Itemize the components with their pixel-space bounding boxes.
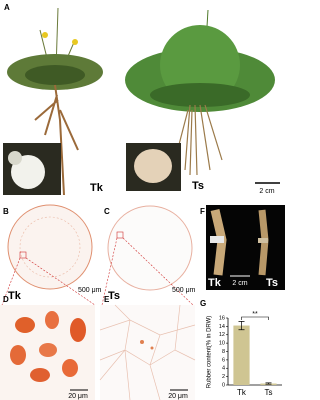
- sample-label: Ts: [266, 277, 278, 289]
- y-tick-label: 10: [219, 341, 225, 347]
- panel-f: F Tk 2 cm Ts: [200, 205, 285, 290]
- micrograph: [100, 305, 195, 400]
- y-tick-label: 14: [219, 324, 225, 330]
- flower: [42, 32, 48, 38]
- laticifer: [30, 368, 50, 382]
- root-break: [210, 236, 224, 243]
- rosette: [150, 83, 250, 107]
- y-axis-label: Rubber content(% in DRW): [207, 316, 213, 389]
- scale-label: 2 cm: [232, 280, 247, 287]
- y-tick-label: 16: [219, 315, 225, 321]
- panels-bc: B Tk 500 μm C Ts 500 μm: [1, 204, 196, 306]
- x-tick-label: Tk: [237, 388, 247, 397]
- laticifer: [39, 343, 57, 357]
- panel-g: G Rubber content(% in DRW) 0 2 4 6 8 10 12 14 16…: [200, 299, 282, 397]
- laticifer: [70, 318, 86, 342]
- root-section: [134, 149, 172, 183]
- sample-label: Tk: [8, 290, 22, 302]
- root: [174, 104, 223, 176]
- y-tick-label: 6: [222, 357, 225, 363]
- significance-label: **: [252, 311, 258, 318]
- zoom-box: [116, 231, 124, 239]
- cross-section: [7, 204, 93, 290]
- cell-walls: [99, 304, 196, 400]
- y-tick-label: 0: [222, 382, 225, 388]
- laticifer: [10, 345, 26, 365]
- zoom-box: [19, 251, 27, 259]
- sample-label: Tk: [90, 182, 104, 194]
- cross-section: [107, 205, 193, 291]
- figure: A Tk Ts 2 cm B Tk 500 μm C Ts 500 μm D 2…: [0, 3, 285, 400]
- y-tick-label: 12: [219, 332, 225, 338]
- error-bar: [238, 321, 245, 331]
- bar: [233, 325, 250, 385]
- flower: [72, 39, 78, 45]
- scale-label: 500 μm: [78, 287, 102, 294]
- laticifer: [150, 346, 154, 350]
- laticifer: [62, 359, 78, 377]
- panel-d: D 20 μm: [0, 295, 95, 400]
- root-section: [11, 155, 45, 189]
- root-section: [8, 151, 22, 165]
- laticifer: [15, 317, 35, 333]
- sample-label: Ts: [192, 180, 204, 192]
- scale-label: 20 μm: [68, 393, 88, 400]
- panel-label: C: [104, 207, 110, 216]
- panel-e: E 20 μm: [99, 295, 196, 400]
- panel-label: A: [4, 3, 10, 12]
- panel-label: D: [3, 295, 9, 304]
- panel-a: A Tk Ts 2 cm: [3, 3, 280, 196]
- x-tick-label: Ts: [265, 388, 273, 397]
- root: [34, 84, 79, 196]
- y-tick-label: 2: [222, 374, 225, 380]
- panel-label: G: [200, 299, 206, 308]
- panel-label: B: [3, 207, 9, 216]
- laticifer: [140, 340, 144, 344]
- root-break: [258, 238, 268, 243]
- scale-label: 2 cm: [259, 188, 274, 195]
- sample-label: Tk: [208, 277, 222, 289]
- sample-label: Ts: [108, 290, 120, 302]
- error-bar: [265, 382, 272, 385]
- y-tick-label: 8: [222, 349, 225, 355]
- rosette: [25, 65, 85, 85]
- scale-label: 500 μm: [172, 287, 196, 294]
- panel-label: E: [104, 295, 110, 304]
- y-tick-label: 4: [222, 366, 225, 372]
- significance-bracket: [241, 316, 269, 320]
- cross-section: [19, 216, 81, 278]
- zoom-line: [1, 237, 194, 306]
- laticifer: [45, 311, 59, 329]
- panel-label: F: [200, 207, 205, 216]
- scale-label: 20 μm: [168, 393, 188, 400]
